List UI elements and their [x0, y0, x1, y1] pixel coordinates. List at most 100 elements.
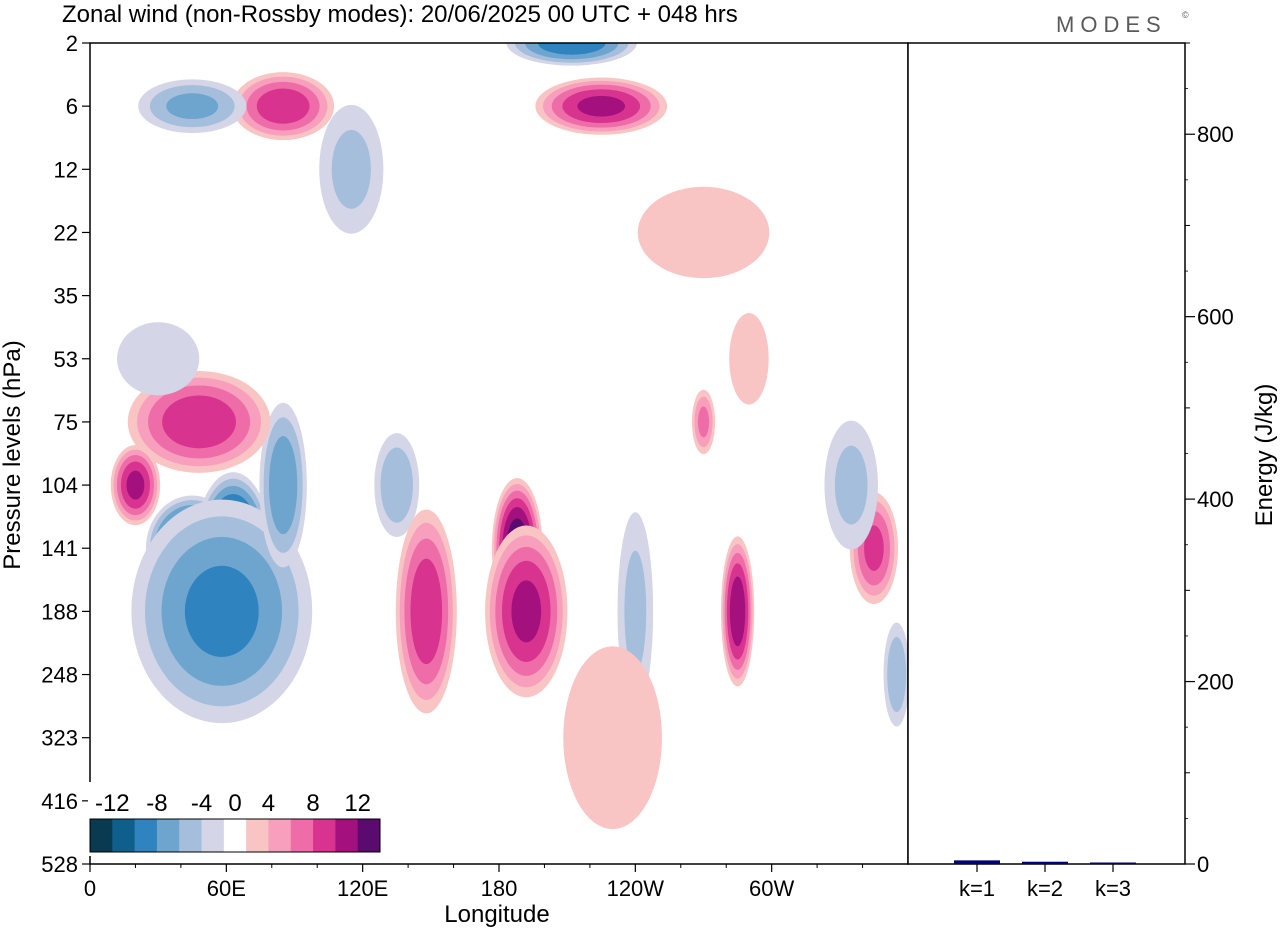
energy-tick-label: 0	[1197, 852, 1209, 877]
x-tick-label: 180	[481, 876, 518, 901]
contour-level	[184, 565, 259, 658]
contour-feature	[535, 77, 668, 135]
colorbar-label: -8	[146, 790, 167, 817]
contour-level	[166, 93, 219, 120]
y-tick-label: 323	[41, 726, 78, 751]
colorbar-swatch	[290, 819, 314, 852]
x-tick-label: 60W	[749, 876, 794, 901]
contour-level	[537, 43, 606, 55]
energy-bar	[1022, 861, 1068, 864]
colorbar-swatch	[268, 819, 292, 852]
x-axis: 0 60E 120E 180 120W 60W	[84, 864, 864, 901]
contour-feature	[691, 389, 716, 455]
contour-feature	[110, 445, 161, 526]
colorbar-label: 4	[262, 790, 275, 817]
contour-level	[637, 186, 770, 279]
colorbar-swatch	[246, 819, 269, 852]
energy-tick-label: 200	[1197, 670, 1234, 695]
x-tick-label: 0	[84, 876, 96, 901]
brand-mark: ©	[1182, 10, 1189, 20]
contour-level	[729, 576, 746, 647]
colorbar-swatch	[313, 819, 336, 852]
energy-bar	[1090, 862, 1136, 864]
contour-feature	[729, 313, 769, 405]
contour-level	[697, 406, 710, 438]
x-axis-label: Longitude	[444, 901, 549, 928]
contour-feature	[637, 186, 770, 279]
contour-level	[126, 470, 145, 500]
energy-category-label: k=2	[1027, 876, 1063, 901]
energy-tick-label: 600	[1197, 305, 1234, 330]
y-tick-label: 75	[54, 410, 78, 435]
y-tick-label: 53	[54, 347, 78, 372]
colorbar-swatch	[179, 819, 203, 852]
contour-feature	[131, 499, 313, 724]
contour-level	[511, 580, 542, 643]
colorbar-label: -12	[95, 790, 130, 817]
contour-level	[624, 550, 647, 673]
colorbar-swatch	[134, 819, 158, 852]
contour-level	[729, 313, 769, 405]
energy-panel-frame	[907, 42, 1186, 865]
colorbar: -12 -8 -4 0 4 8 12	[88, 782, 382, 856]
contour-plot	[90, 43, 908, 864]
colorbar-swatch	[112, 819, 136, 852]
contour-level	[563, 646, 662, 830]
y-tick-label: 6	[66, 94, 78, 119]
contour-level	[864, 525, 884, 572]
energy-tick-label: 800	[1197, 122, 1234, 147]
contour-level	[162, 395, 237, 449]
colorbar-label: -4	[191, 790, 212, 817]
y-axis-label: Pressure levels (hPa)	[0, 340, 26, 569]
contour-level	[887, 636, 907, 713]
contour-feature	[485, 525, 568, 698]
contour-level	[380, 447, 413, 523]
brand-logo-text: MODES	[1056, 12, 1167, 37]
contour-feature	[563, 646, 662, 830]
y-tick-label: 2	[66, 31, 78, 56]
colorbar-label: 12	[344, 790, 371, 817]
x-tick-label: 120E	[337, 876, 388, 901]
energy-category-label: k=3	[1095, 876, 1131, 901]
y-tick-label: 104	[41, 473, 78, 498]
colorbar-swatch	[90, 819, 113, 852]
x-tick-label: 60E	[207, 876, 246, 901]
colorbar-frame	[89, 818, 381, 853]
contour-feature	[395, 509, 457, 714]
colorbar-swatch	[156, 819, 180, 852]
energy-axis-label: Energy (J/kg)	[1251, 384, 1278, 527]
contour-level	[256, 88, 310, 124]
energy-bar	[954, 860, 1000, 864]
y-tick-label: 528	[41, 852, 78, 877]
y-tick-label: 22	[54, 220, 78, 245]
contour-feature	[883, 622, 908, 727]
contour-level	[331, 129, 371, 209]
contour-feature	[117, 322, 200, 396]
colorbar-swatch	[335, 819, 359, 852]
y-axis: 2 6 12 22 35 53 75 104 141 188 248 323 416 528	[41, 31, 90, 877]
contour-level	[117, 322, 200, 396]
y-tick-label: 416	[41, 789, 78, 814]
contour-level	[410, 558, 443, 665]
energy-categories: k=1 k=2 k=3	[959, 864, 1131, 901]
contour-level	[269, 436, 298, 535]
energy-category-label: k=1	[959, 876, 995, 901]
y-tick-label: 35	[54, 284, 78, 309]
y-tick-label: 248	[41, 663, 78, 688]
y-tick-label: 141	[41, 536, 78, 561]
colorbar-swatch	[223, 819, 247, 852]
y-tick-label: 188	[41, 599, 78, 624]
contour-feature	[374, 433, 420, 538]
energy-bars	[954, 860, 1136, 864]
contour-feature	[720, 536, 755, 687]
y-tick-label: 12	[54, 157, 78, 182]
energy-tick-label: 400	[1197, 487, 1234, 512]
chart-title: Zonal wind (non-Rossby modes): 20/06/202…	[62, 1, 738, 28]
colorbar-label: 8	[306, 790, 319, 817]
colorbar-label: 0	[228, 790, 241, 817]
contour-feature	[824, 420, 878, 550]
contour-feature	[506, 43, 637, 66]
colorbar-swatch	[201, 819, 225, 852]
